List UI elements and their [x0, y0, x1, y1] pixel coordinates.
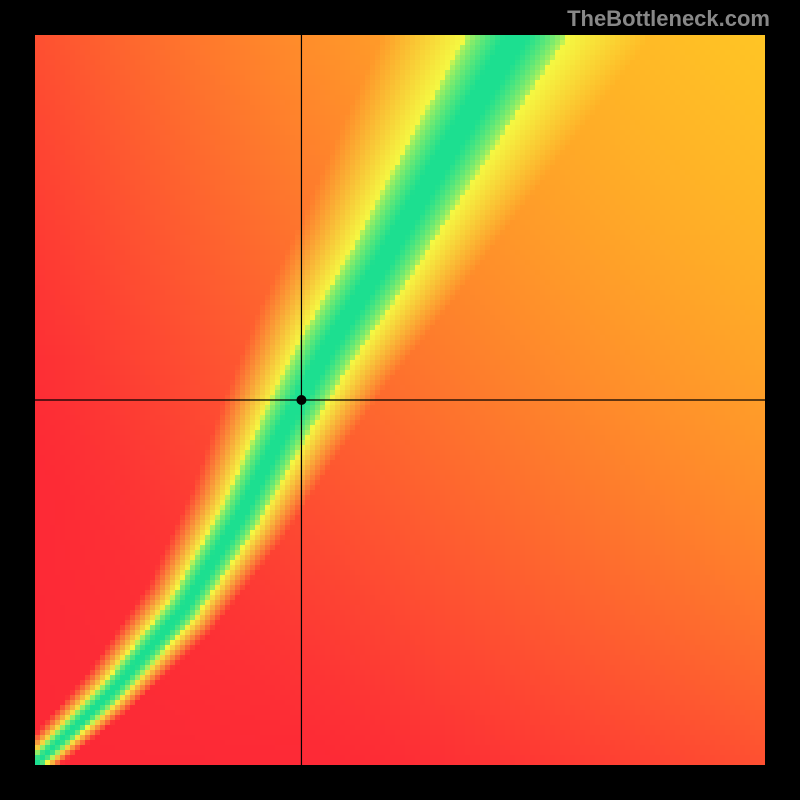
watermark-text: TheBottleneck.com [567, 6, 770, 32]
chart-container: TheBottleneck.com [0, 0, 800, 800]
heatmap-canvas [35, 35, 765, 765]
